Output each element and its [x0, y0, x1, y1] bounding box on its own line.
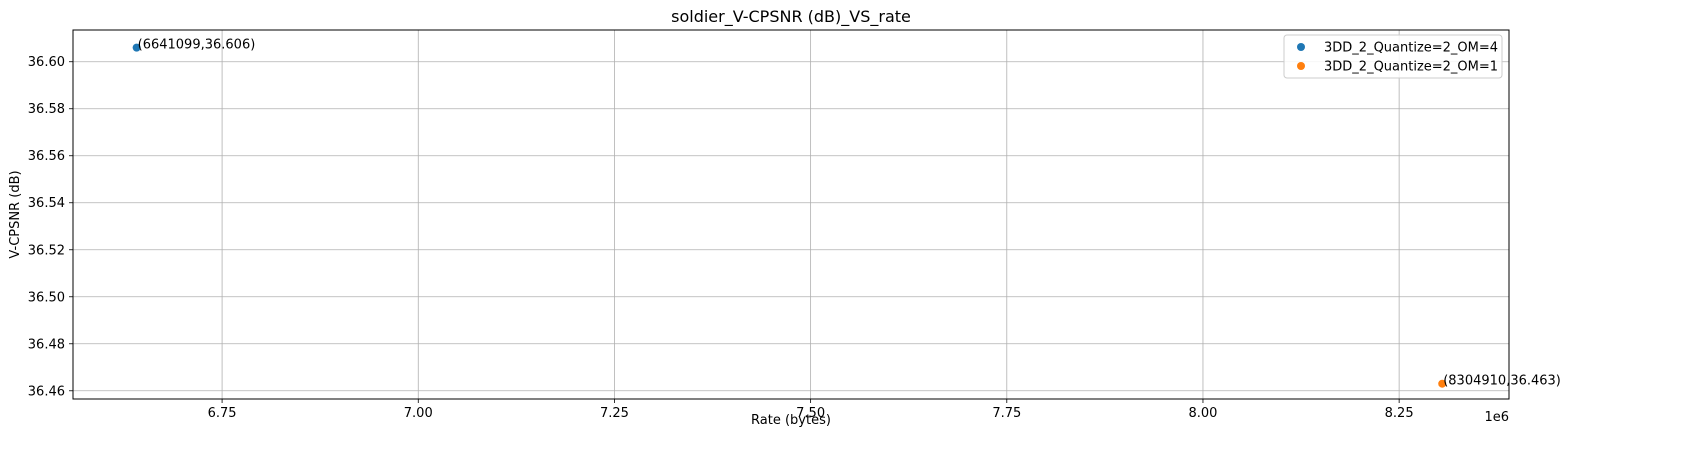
legend-label: 3DD_2_Quantize=2_OM=4: [1324, 41, 1498, 56]
legend: 3DD_2_Quantize=2_OM=4 3DD_2_Quantize=2_OM…: [1283, 34, 1503, 79]
y-tick-label: 36.46: [28, 384, 65, 399]
legend-box: [1283, 34, 1503, 79]
x-tick-label: 7.75: [992, 406, 1021, 421]
y-tick-label: 36.54: [28, 196, 65, 211]
x-tick-label: 8.00: [1188, 406, 1217, 421]
y-axis-label: V-CPSNR (dB): [8, 170, 23, 258]
x-axis-ticks: 6.75 7.00 7.25 7.50 7.75 8.00 8.25: [208, 399, 1414, 421]
y-tick-label: 36.50: [28, 290, 65, 305]
legend-marker: [1297, 62, 1305, 70]
y-tick-label: 36.56: [28, 149, 65, 164]
chart-title: soldier_V-CPSNR (dB)_VS_rate: [671, 7, 911, 27]
point-annotation: (6641099,36.606): [138, 38, 256, 53]
x-tick-label: 7.50: [796, 406, 825, 421]
y-tick-label: 36.58: [28, 102, 65, 117]
y-tick-label: 36.60: [28, 55, 65, 70]
legend-marker: [1297, 43, 1305, 51]
x-tick-label: 7.00: [404, 406, 433, 421]
scatter-point: [1438, 379, 1447, 388]
x-axis-label: Rate (bytes): [751, 413, 831, 428]
x-axis-offset-label: 1e6: [1484, 410, 1509, 425]
x-tick-label: 6.75: [208, 406, 237, 421]
legend-label: 3DD_2_Quantize=2_OM=1: [1324, 60, 1498, 75]
plot-frame: [72, 29, 1510, 400]
y-tick-label: 36.52: [28, 243, 65, 258]
scatter-point: [132, 43, 141, 52]
y-tick-label: 36.48: [28, 337, 65, 352]
x-tick-label: 8.25: [1385, 406, 1414, 421]
grid-lines: [73, 30, 1509, 399]
point-annotation: (8304910,36.463): [1443, 374, 1561, 389]
y-axis-ticks: 36.46 36.48 36.50 36.52 36.54 36.56 36.58 36.60: [28, 55, 73, 399]
data-points: (6641099,36.606) (8304910,36.463): [132, 38, 1561, 389]
x-tick-label: 7.25: [600, 406, 629, 421]
